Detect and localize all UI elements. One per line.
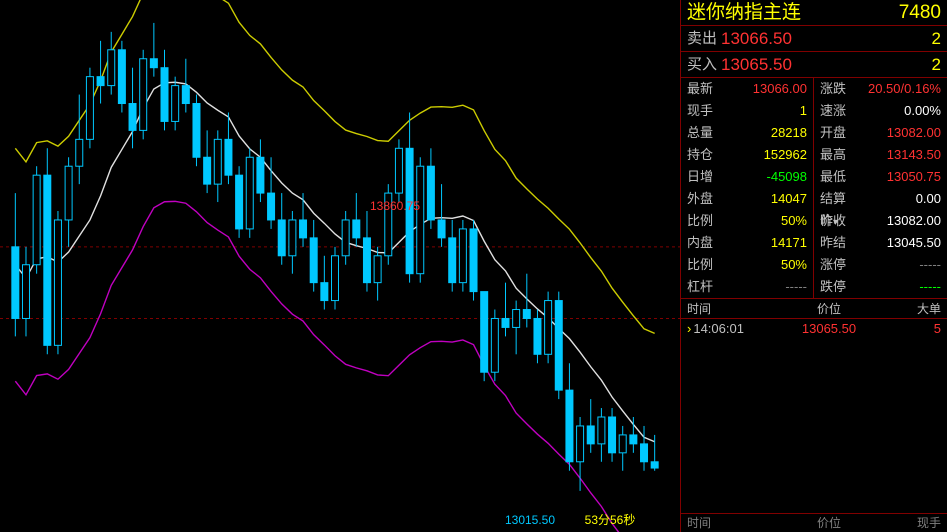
- stat-value: -----: [723, 276, 807, 298]
- stat-value: 14047: [723, 188, 807, 210]
- tick-list: ›14:06:0113065.505: [681, 319, 947, 339]
- stat-label: 涨跌: [820, 78, 856, 100]
- tick-row: ›14:06:0113065.505: [681, 319, 947, 339]
- buy-label: 买入: [687, 52, 721, 77]
- stat-label: 最低: [820, 166, 856, 188]
- stat-cell: 持仓152962: [681, 144, 814, 166]
- stat-label: 日增: [687, 166, 723, 188]
- stat-cell: 开盘13082.00: [814, 122, 947, 144]
- stat-cell: 内盘14171: [681, 232, 814, 254]
- sell-label: 卖出: [687, 26, 721, 51]
- stat-label: 跌停: [820, 276, 856, 298]
- quote-panel: 迷你纳指主连 7480 卖出 13066.50 2 买入 13065.50 2 …: [680, 0, 947, 532]
- bottom-label-price: 价位: [767, 514, 891, 532]
- candlestick-chart[interactable]: 13860.75 13015.50 53分56秒: [0, 0, 680, 532]
- bottom-labels: 时间 价位 现手: [681, 514, 947, 532]
- stat-cell: 最新13066.00: [681, 78, 814, 100]
- stat-cell: 杠杆-----: [681, 276, 814, 298]
- stat-value: 20.50/0.16%: [856, 78, 941, 100]
- stat-cell: 比例50%: [681, 254, 814, 276]
- buy-qty: 2: [891, 52, 941, 77]
- sell-price: 13066.50: [721, 26, 891, 51]
- stat-cell: 昨收13082.00: [814, 210, 947, 232]
- stat-cell: 日增-45098: [681, 166, 814, 188]
- stat-label: 昨结: [820, 232, 856, 254]
- stat-label: 持仓: [687, 144, 723, 166]
- stat-cell: 涨停-----: [814, 254, 947, 276]
- stat-value: 152962: [723, 144, 807, 166]
- tick-vol: 5: [891, 319, 941, 339]
- instrument-code: 7480: [899, 0, 941, 25]
- stat-cell: 昨结13045.50: [814, 232, 947, 254]
- buy-quote-row: 买入 13065.50 2: [681, 52, 947, 78]
- stat-cell: 总量28218: [681, 122, 814, 144]
- stat-value: 0.00%: [856, 100, 941, 122]
- stat-label: 内盘: [687, 232, 723, 254]
- stat-value: 13082.00: [856, 122, 941, 144]
- stat-label: 最新: [687, 78, 723, 100]
- stat-label: 杠杆: [687, 276, 723, 298]
- stat-value: 13082.00: [856, 210, 941, 232]
- tick-header-time: 时间: [687, 299, 767, 318]
- sell-qty: 2: [891, 26, 941, 51]
- stat-label: 结算价▾: [820, 188, 856, 210]
- stat-value: 14171: [723, 232, 807, 254]
- stat-label: 速涨: [820, 100, 856, 122]
- stat-cell: 最高13143.50: [814, 144, 947, 166]
- stat-cell: 最低13050.75: [814, 166, 947, 188]
- stat-label: 总量: [687, 122, 723, 144]
- tick-header-vol: 大单: [891, 299, 941, 318]
- sell-quote-row: 卖出 13066.50 2: [681, 26, 947, 52]
- stat-value: 1: [723, 100, 807, 122]
- bottom-label-time: 时间: [687, 514, 767, 532]
- stat-label: 昨收: [820, 210, 856, 232]
- stat-cell: 涨跌20.50/0.16%: [814, 78, 947, 100]
- instrument-name: 迷你纳指主连: [687, 0, 801, 25]
- stat-value: -----: [856, 254, 941, 276]
- stat-label: 最高: [820, 144, 856, 166]
- svg-text:13015.50: 13015.50: [505, 513, 555, 527]
- stat-cell: 外盘14047: [681, 188, 814, 210]
- stat-label: 现手: [687, 100, 723, 122]
- bottom-label-vol: 现手: [891, 514, 941, 532]
- stat-value: 0.00: [856, 188, 941, 210]
- stat-value: 13066.00: [723, 78, 807, 100]
- svg-text:53分56秒: 53分56秒: [585, 513, 636, 527]
- arrow-icon: ›: [687, 321, 691, 336]
- tick-header: 时间 价位 大单: [681, 299, 947, 319]
- stat-value: 13050.75: [856, 166, 941, 188]
- stat-cell: 结算价▾0.00: [814, 188, 947, 210]
- stat-value: 50%: [723, 210, 807, 232]
- stat-cell: 跌停-----: [814, 276, 947, 298]
- buy-price: 13065.50: [721, 52, 891, 77]
- stat-value: 28218: [723, 122, 807, 144]
- stat-label: 开盘: [820, 122, 856, 144]
- stat-cell: 速涨0.00%: [814, 100, 947, 122]
- stat-value: 50%: [723, 254, 807, 276]
- instrument-title: 迷你纳指主连 7480: [681, 0, 947, 26]
- stat-value: -45098: [723, 166, 807, 188]
- stat-cell: 比例50%: [681, 210, 814, 232]
- stat-label: 涨停: [820, 254, 856, 276]
- stat-value: 13143.50: [856, 144, 941, 166]
- stats-grid: 最新13066.00涨跌20.50/0.16%现手1速涨0.00%总量28218…: [681, 78, 947, 299]
- stat-cell: 现手1: [681, 100, 814, 122]
- stat-label: 比例: [687, 210, 723, 232]
- tick-time: ›14:06:01: [687, 319, 767, 339]
- stat-label: 比例: [687, 254, 723, 276]
- tick-header-price: 价位: [767, 299, 891, 318]
- stat-value: 13045.50: [856, 232, 941, 254]
- svg-text:13860.75: 13860.75: [370, 199, 420, 213]
- stat-label: 外盘: [687, 188, 723, 210]
- tick-price: 13065.50: [767, 319, 891, 339]
- stat-value: -----: [856, 276, 941, 298]
